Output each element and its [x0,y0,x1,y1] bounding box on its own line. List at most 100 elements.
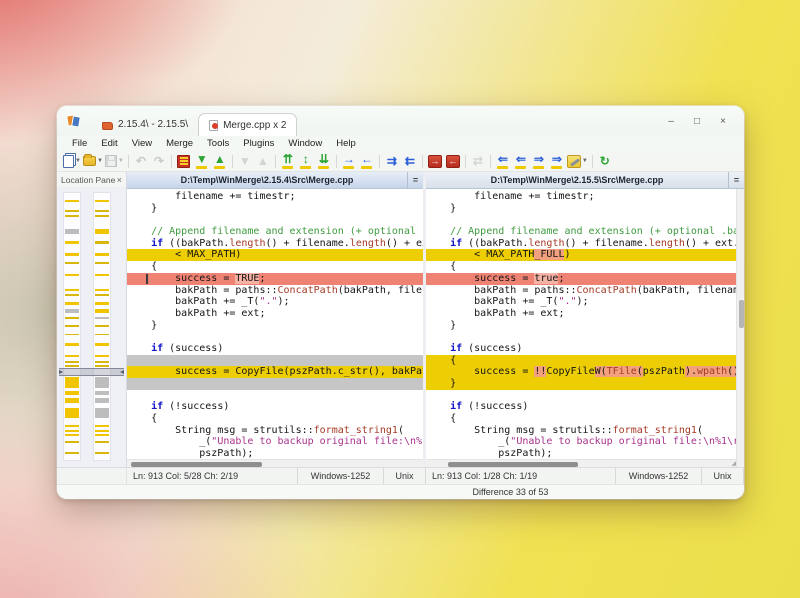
code-line[interactable]: bakPath = paths::ConcatPath(bakPath, fil… [127,284,423,296]
menu-item-file[interactable]: File [72,138,88,149]
code-line[interactable] [127,214,423,226]
menu-item-tools[interactable]: Tools [207,138,230,149]
location-map-left-column[interactable] [63,192,81,461]
previous-difference-button[interactable]: ▲ [211,152,229,171]
code-line[interactable]: if (!success) [151,401,230,413]
copy-left-button[interactable]: ← [358,152,376,171]
minimize-button[interactable]: – [668,115,674,127]
next-difference-button[interactable]: ▼ [193,152,211,171]
scrollbar-thumb[interactable] [738,300,744,328]
open-button[interactable]: ▼ [82,152,104,171]
current-difference-button[interactable]: ↕ [297,152,315,171]
copy-right-block-button[interactable]: ⇒ [530,152,548,171]
selected-diff-line[interactable]: success = TRUE; [127,272,423,285]
code-line[interactable] [127,390,423,402]
code-line[interactable]: if (!success) [450,401,529,413]
code-line[interactable]: { [127,261,158,273]
right-horizontal-scrollbar[interactable]: ◢ [426,459,736,467]
code-line[interactable]: } [426,202,457,214]
diff-line[interactable]: success = !!CopyFileW(TFile(pszPath).wpa… [426,366,736,378]
code-line[interactable]: String msg = strutils::format_string1( [127,424,404,436]
scrollbar-thumb[interactable] [131,461,262,467]
right-code-editor[interactable]: filename += timestr; } // Append filenam… [426,189,736,459]
code-line[interactable]: filename += timestr; [127,191,296,202]
code-line[interactable]: if (success) [151,342,224,354]
code-line[interactable]: bakPath += ext; [426,307,565,319]
code-line[interactable] [127,331,423,343]
code-line[interactable]: { [127,413,158,425]
chevron-down-icon[interactable]: ▼ [117,158,124,164]
menu-item-window[interactable]: Window [288,138,323,149]
copy-right-and-advance-button[interactable]: ⇉ [383,152,401,171]
code-line[interactable]: // Append filename and extension (+ opti… [426,226,736,238]
location-map-right-column[interactable] [93,192,111,461]
code-line[interactable] [426,214,736,226]
diff-line[interactable]: { [426,354,736,367]
first-difference-button[interactable]: ⇈ [279,152,297,171]
menu-item-view[interactable]: View [131,138,153,149]
maximize-button[interactable]: □ [693,115,701,127]
menu-item-plugins[interactable]: Plugins [243,138,275,149]
refresh-button[interactable]: ↻ [596,152,614,171]
code-line[interactable]: bakPath += _T("."); [127,296,290,308]
code-line[interactable]: _("Unable to backup original file:\n%1\r [426,436,736,448]
code-line[interactable]: bakPath = paths::ConcatPath(bakPath, fil… [426,284,736,296]
missing-line[interactable] [127,354,423,367]
location-pane-map[interactable] [59,192,124,461]
move-right-button[interactable]: ⇒ [548,152,566,171]
selected-diff-line[interactable]: success = true; [426,272,736,285]
copy-right-button[interactable]: → [340,152,358,171]
rescan-button[interactable] [175,152,193,171]
scrollbar-thumb[interactable] [447,461,578,467]
close-button[interactable]: × [720,115,726,127]
code-line[interactable] [426,331,736,343]
code-line[interactable]: bakPath += ext; [127,307,266,319]
diff-line[interactable]: success = CopyFile(pszPath.c_str(), bakP… [127,366,423,378]
code-line[interactable]: // Append filename and extension (+ opti… [127,226,423,238]
last-difference-button[interactable]: ⇊ [315,152,333,171]
left-pane-header[interactable]: D:\Temp\WinMerge\2.15.4\Src\Merge.cpp = [127,172,423,189]
copy-left-and-advance-button[interactable]: ⇇ [401,152,419,171]
chevron-down-icon[interactable]: ▼ [96,158,103,164]
diff-line[interactable]: < MAX_PATH) [127,249,423,262]
move-left-button[interactable]: ⇐ [512,152,530,171]
code-line[interactable]: } [127,202,158,214]
pane-menu-icon[interactable]: = [728,172,744,188]
code-line[interactable]: filename += timestr; [426,191,595,202]
location-pane[interactable]: Location Pane × [57,172,127,467]
visible-area-indicator[interactable] [59,368,124,377]
copy-all-left-button[interactable]: ← [444,152,462,171]
code-line[interactable]: if (success) [450,342,523,354]
diff-line[interactable]: } [426,378,736,390]
code-line[interactable]: if ((bakPath.length() + filename.length(… [450,237,736,249]
close-icon[interactable]: × [116,174,122,185]
code-line[interactable]: } [426,319,457,331]
missing-line[interactable] [127,378,423,390]
diff-line[interactable]: < MAX_PATH_FULL) [426,249,736,262]
right-pane-header[interactable]: D:\Temp\WinMerge\2.15.5\Src\Merge.cpp = [426,172,744,189]
copy-left-block-button[interactable]: ⇐ [494,152,512,171]
code-line[interactable]: String msg = strutils::format_string1( [426,424,703,436]
code-line[interactable]: bakPath += _T("."); [426,296,589,308]
chevron-down-icon[interactable]: ▼ [581,158,588,164]
right-vertical-scrollbar[interactable] [736,189,744,467]
pane-menu-icon[interactable]: = [407,172,423,188]
code-line[interactable]: { [426,261,457,273]
left-horizontal-scrollbar[interactable] [127,459,423,467]
menu-item-merge[interactable]: Merge [166,138,194,149]
code-line[interactable]: } [127,319,158,331]
chevron-down-icon[interactable]: ▼ [75,158,81,164]
code-line[interactable]: if ((bakPath.length() + filename.length(… [151,237,423,249]
code-line[interactable]: { [426,413,457,425]
menu-item-help[interactable]: Help [336,138,356,149]
left-code-editor[interactable]: filename += timestr; } // Append filenam… [127,189,423,459]
code-line[interactable] [426,390,736,402]
tab-folder-compare[interactable]: 2.15.4\ - 2.15.5\ [92,113,198,136]
code-line[interactable]: _("Unable to backup original file:\n%1\r [127,436,423,448]
menu-item-edit[interactable]: Edit [101,138,118,149]
new-file-button[interactable]: ▼ [62,152,82,171]
options-button[interactable]: ▼ [566,152,589,171]
tab-file-compare[interactable]: Merge.cpp x 2 [198,113,298,136]
code-line[interactable]: pszPath); [426,448,553,459]
copy-all-right-button[interactable]: → [426,152,444,171]
